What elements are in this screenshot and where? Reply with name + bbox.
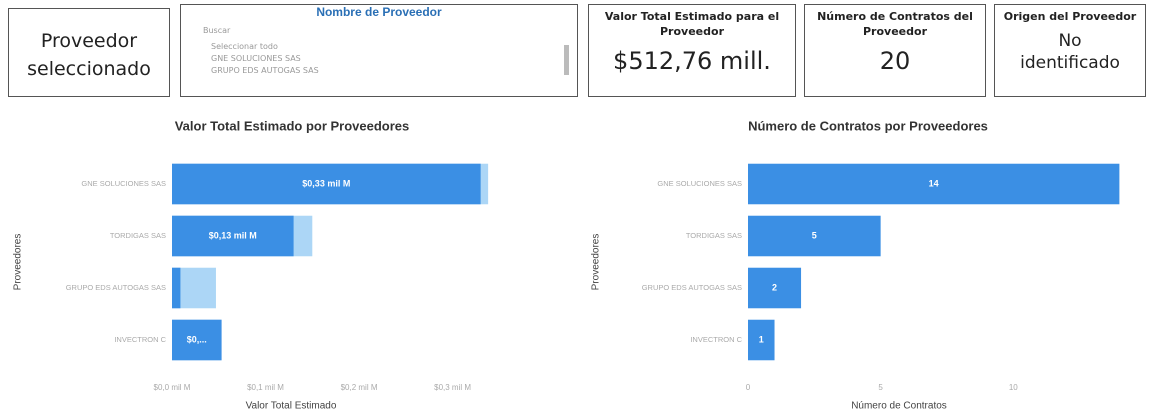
- y-tick-label: GRUPO EDS AUTOGAS SAS: [66, 283, 166, 292]
- bar: [172, 163, 481, 205]
- data-label: 2: [772, 282, 777, 292]
- slicer-search[interactable]: Buscar: [203, 26, 231, 35]
- x-tick-label: $0,1 mil M: [247, 383, 284, 392]
- card-value: 20: [879, 47, 911, 75]
- y-tick-label: TORDIGAS SAS: [110, 231, 166, 240]
- card-value: Proveedor seleccionado: [27, 30, 151, 80]
- bar: [172, 215, 313, 257]
- x-tick-label: 10: [1009, 383, 1018, 392]
- card: Proveedor seleccionado: [8, 8, 170, 97]
- y-axis-title: Proveedores: [13, 234, 24, 291]
- card-value: $512,76 mill.: [613, 47, 771, 75]
- y-tick-label: GRUPO EDS AUTOGAS SAS: [642, 283, 742, 292]
- x-tick-label: $0,2 mil M: [341, 383, 378, 392]
- scrollbar[interactable]: [564, 45, 569, 75]
- bar: [748, 319, 775, 361]
- bar: [172, 215, 294, 257]
- slicer-title: Nombre de Proveedor: [316, 5, 442, 19]
- card-label: Origen del Proveedor: [1003, 10, 1137, 23]
- slicer-item[interactable]: GRUPO EDS AUTOGAS SAS: [211, 66, 319, 75]
- x-tick-label: $0,3 mil M: [434, 383, 471, 392]
- data-label: $0,...: [187, 334, 207, 344]
- y-tick-label: INVECTRON C: [114, 335, 166, 344]
- bar: [172, 267, 216, 309]
- bar: [172, 319, 222, 361]
- card-label: Número de Contratos del Proveedor: [817, 10, 973, 38]
- card: Origen del Proveedor No identificado: [994, 4, 1146, 97]
- bar: [748, 267, 802, 309]
- y-axis-title: Proveedores: [591, 234, 602, 291]
- bar: [748, 215, 881, 257]
- card-label: Valor Total Estimado para el Proveedor: [604, 10, 780, 38]
- bar: [172, 267, 181, 309]
- data-label: 1: [759, 334, 764, 344]
- chart-title: Número de Contratos por Proveedores: [748, 118, 988, 133]
- card-value: No identificado: [1020, 31, 1120, 73]
- x-tick-label: 5: [878, 383, 883, 392]
- y-tick-label: TORDIGAS SAS: [686, 231, 742, 240]
- x-axis-title: Valor Total Estimado: [246, 401, 337, 412]
- data-label: 14: [929, 178, 939, 188]
- bar: [172, 319, 222, 361]
- y-tick-label: GNE SOLUCIONES SAS: [81, 179, 166, 188]
- data-label: $0,33 mil M: [302, 178, 350, 188]
- slicer-item[interactable]: GNE SOLUCIONES SAS: [211, 54, 301, 63]
- data-label: 5: [812, 230, 817, 240]
- bar: [748, 163, 1120, 205]
- y-tick-label: INVECTRON C: [690, 335, 742, 344]
- card: Valor Total Estimado para el Proveedor $…: [588, 4, 796, 97]
- y-tick-label: GNE SOLUCIONES SAS: [657, 179, 742, 188]
- chart-title: Valor Total Estimado por Proveedores: [175, 118, 410, 133]
- slicer[interactable]: Nombre de Proveedor Buscar Seleccionar t…: [180, 4, 578, 97]
- bar: [172, 163, 489, 205]
- x-tick-label: 0: [746, 383, 751, 392]
- data-label: $0,13 mil M: [209, 230, 257, 240]
- x-tick-label: $0,0 mil M: [154, 383, 191, 392]
- x-axis-title: Número de Contratos: [851, 401, 947, 412]
- card: Número de Contratos del Proveedor 20: [804, 4, 986, 97]
- slicer-item[interactable]: Seleccionar todo: [211, 42, 278, 51]
